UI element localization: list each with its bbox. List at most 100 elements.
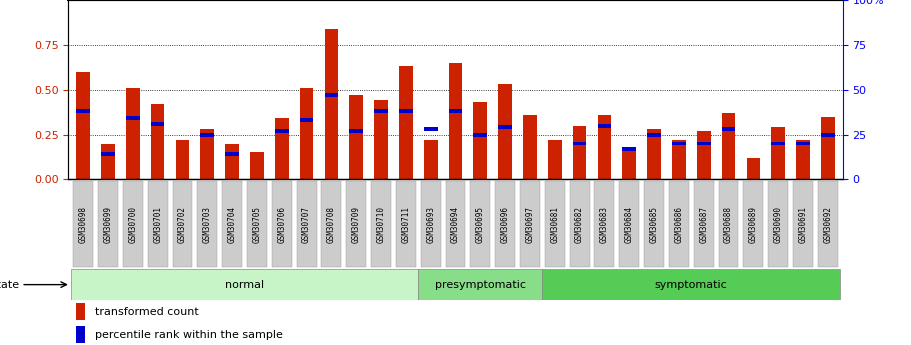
Bar [225,144,239,179]
Bar [697,131,711,179]
Bar [200,129,214,179]
Bar [697,141,711,146]
Text: GSM30685: GSM30685 [650,206,659,243]
Bar [176,140,189,179]
Text: GSM30708: GSM30708 [327,206,336,243]
FancyBboxPatch shape [222,181,242,267]
Text: transformed count: transformed count [96,307,200,317]
Bar [251,152,264,179]
Text: GSM30696: GSM30696 [501,206,509,243]
Text: GSM30689: GSM30689 [749,206,758,243]
FancyBboxPatch shape [247,181,267,267]
FancyBboxPatch shape [542,269,840,300]
FancyBboxPatch shape [694,181,713,267]
Bar [399,109,413,113]
Bar [796,140,810,179]
Bar [796,141,810,146]
FancyBboxPatch shape [418,269,542,300]
FancyBboxPatch shape [271,181,292,267]
FancyBboxPatch shape [421,181,441,267]
FancyBboxPatch shape [322,181,342,267]
Bar [350,129,363,133]
Text: GSM30692: GSM30692 [824,206,833,243]
Text: GSM30695: GSM30695 [476,206,485,243]
Bar [647,129,660,179]
Text: GSM30687: GSM30687 [699,206,708,243]
Bar [498,84,512,179]
Bar [821,132,834,137]
Bar [573,126,587,179]
Bar [573,141,587,146]
FancyBboxPatch shape [743,181,763,267]
Text: percentile rank within the sample: percentile rank within the sample [96,330,283,340]
FancyBboxPatch shape [172,181,192,267]
Bar [746,158,760,179]
Bar [772,141,785,146]
Bar [374,109,388,113]
Text: disease state: disease state [0,280,19,289]
Bar [324,93,338,97]
FancyBboxPatch shape [73,181,93,267]
Text: GSM30684: GSM30684 [625,206,634,243]
FancyBboxPatch shape [768,181,788,267]
Bar [101,152,115,156]
Bar [374,100,388,179]
FancyBboxPatch shape [520,181,540,267]
Bar [77,109,90,113]
FancyBboxPatch shape [595,181,614,267]
FancyBboxPatch shape [297,181,316,267]
FancyBboxPatch shape [719,181,739,267]
FancyBboxPatch shape [198,181,217,267]
FancyBboxPatch shape [644,181,664,267]
Text: normal: normal [225,280,264,289]
FancyBboxPatch shape [545,181,565,267]
Bar [498,125,512,129]
Text: GSM30697: GSM30697 [526,206,535,243]
FancyBboxPatch shape [371,181,391,267]
Text: GSM30709: GSM30709 [352,206,361,243]
Bar [523,115,537,179]
Bar [722,127,735,131]
Bar [126,88,139,179]
Text: presymptomatic: presymptomatic [435,280,526,289]
Bar [598,115,611,179]
FancyBboxPatch shape [569,181,589,267]
Text: GSM30701: GSM30701 [153,206,162,243]
Text: GSM30690: GSM30690 [773,206,783,243]
Text: GSM30683: GSM30683 [600,206,609,243]
Bar [672,141,686,146]
Text: GSM30702: GSM30702 [178,206,187,243]
Bar [275,118,289,179]
Bar [772,127,785,179]
Bar [151,104,165,179]
FancyBboxPatch shape [793,181,813,267]
Text: GSM30698: GSM30698 [78,206,87,243]
Bar [722,113,735,179]
Bar [151,122,165,126]
FancyBboxPatch shape [818,181,838,267]
Bar [474,102,487,179]
Bar [449,109,462,113]
FancyBboxPatch shape [123,181,143,267]
FancyBboxPatch shape [148,181,168,267]
Bar [424,127,437,131]
Text: GSM30703: GSM30703 [203,206,212,243]
Text: GSM30693: GSM30693 [426,206,435,243]
Bar [300,118,313,122]
Text: GSM30686: GSM30686 [674,206,683,243]
Bar [647,132,660,137]
Bar [77,303,86,320]
Bar [77,72,90,179]
Text: GSM30694: GSM30694 [451,206,460,243]
Text: GSM30706: GSM30706 [277,206,286,243]
Text: GSM30700: GSM30700 [128,206,138,243]
FancyBboxPatch shape [619,181,640,267]
Bar [300,88,313,179]
Text: GSM30711: GSM30711 [402,206,410,243]
Bar [672,140,686,179]
FancyBboxPatch shape [669,181,689,267]
Bar [424,140,437,179]
Text: GSM30682: GSM30682 [575,206,584,243]
Text: symptomatic: symptomatic [655,280,728,289]
FancyBboxPatch shape [496,181,515,267]
